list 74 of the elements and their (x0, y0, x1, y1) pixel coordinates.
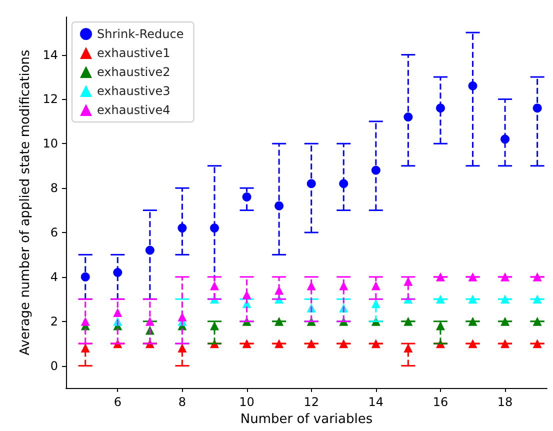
point (436, 321, 445, 330)
point (500, 339, 510, 348)
point (532, 339, 542, 348)
legend-label: exhaustive3 (97, 84, 170, 98)
x-tick-label: 14 (368, 395, 384, 409)
point (210, 321, 219, 330)
point (500, 272, 510, 282)
x-tick-label: 16 (432, 395, 448, 409)
point (532, 294, 542, 304)
point (242, 192, 252, 202)
legend-label: exhaustive2 (97, 65, 170, 79)
point (274, 339, 284, 348)
point (371, 339, 380, 348)
legend-label: exhaustive1 (97, 46, 170, 60)
point (339, 179, 348, 188)
point (436, 104, 445, 113)
point (468, 294, 478, 304)
point (178, 312, 187, 322)
x-tick-label: 8 (178, 395, 186, 409)
legend-label: Shrink-Reduce (97, 27, 184, 41)
point (274, 316, 284, 326)
point (145, 316, 154, 326)
point (500, 294, 510, 304)
x-tick-label: 10 (239, 395, 254, 409)
point (468, 81, 478, 90)
point (306, 281, 316, 290)
point (371, 299, 380, 308)
point (113, 308, 122, 317)
point (436, 272, 445, 282)
x-axis-title: Number of variables (240, 412, 373, 427)
point (339, 339, 348, 348)
x-tick-label: 6 (114, 395, 122, 409)
point (178, 344, 187, 353)
y-tick-label: 10 (42, 136, 58, 151)
point (468, 272, 478, 282)
point (274, 286, 284, 295)
y-tick-label: 2 (50, 314, 58, 328)
point (80, 316, 90, 326)
point (178, 224, 187, 233)
point (145, 246, 154, 255)
point (404, 112, 413, 122)
point (113, 268, 122, 277)
point (404, 316, 413, 326)
point (306, 179, 316, 188)
y-axis-title: Average number of applied state modifications (18, 49, 33, 356)
x-tick-label: 12 (304, 395, 319, 409)
y-tick-label: 12 (42, 92, 58, 106)
y-tick-label: 6 (50, 225, 58, 240)
y-tick-label: 14 (42, 48, 58, 62)
point (80, 272, 90, 282)
point (80, 344, 90, 353)
point (404, 344, 413, 353)
point (274, 201, 284, 210)
point (500, 134, 510, 144)
point (242, 290, 252, 300)
point (532, 272, 542, 282)
point (500, 316, 510, 326)
point (371, 166, 380, 175)
point (532, 316, 542, 326)
point (210, 281, 219, 290)
x-tick-label: 18 (497, 395, 513, 409)
point (532, 104, 542, 113)
y-tick-label: 0 (50, 358, 58, 373)
point (371, 281, 380, 290)
y-tick-label: 8 (50, 181, 58, 196)
point (436, 294, 445, 304)
point (468, 339, 478, 348)
point (210, 224, 219, 233)
y-tick-label: 4 (50, 270, 58, 284)
point (339, 281, 348, 290)
point (468, 316, 478, 326)
point (306, 339, 316, 348)
legend-label: exhaustive4 (97, 103, 170, 117)
point (242, 339, 252, 348)
